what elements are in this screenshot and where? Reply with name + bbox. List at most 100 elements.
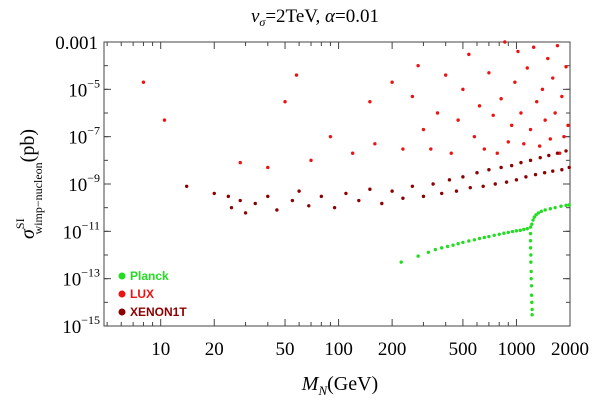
point-xenon1t [243, 211, 248, 215]
point-xenon1t [533, 172, 538, 177]
x-axis-symbol: M [301, 373, 320, 395]
point-lux [522, 142, 526, 146]
point-planck [461, 240, 465, 245]
y-tick-base: 10 [68, 128, 87, 149]
x-tick-label: 500 [449, 339, 478, 360]
x-axis-subscript: N [317, 383, 328, 398]
point-xenon1t [504, 180, 509, 184]
x-tick-label: 1000 [497, 339, 535, 360]
point-lux [443, 73, 448, 77]
point-xenon1t [538, 155, 542, 160]
point-lux [491, 113, 495, 117]
y-tick-exponent: −7 [87, 124, 100, 138]
point-planck [530, 313, 534, 317]
title-alpha-symbol: α [325, 6, 336, 27]
point-planck [451, 243, 455, 247]
point-planck [426, 250, 431, 254]
point-lux [390, 80, 394, 84]
point-xenon1t [297, 189, 301, 193]
legend-label-lux: LUX [130, 287, 154, 301]
point-planck [529, 260, 533, 264]
point-planck [529, 253, 533, 257]
point-lux [294, 73, 299, 77]
point-planck [529, 293, 534, 297]
point-planck [567, 203, 571, 207]
y-tick-label: 10−9 [68, 171, 100, 196]
x-tick-label: 50 [276, 339, 295, 360]
point-planck [522, 227, 526, 232]
point-xenon1t [319, 194, 324, 199]
point-planck [492, 233, 496, 237]
point-planck [532, 215, 537, 219]
legend-label-xenon1t: XENON1T [130, 305, 187, 319]
point-xenon1t [493, 182, 497, 186]
point-xenon1t [509, 163, 514, 168]
y-tick-label: 0.001 [55, 33, 98, 54]
point-xenon1t [468, 185, 472, 190]
x-axis-label: MN(GeV) [301, 373, 378, 398]
point-planck [529, 284, 534, 288]
point-xenon1t [440, 191, 444, 196]
point-lux [506, 140, 511, 144]
point-lux [528, 127, 533, 132]
point-xenon1t [528, 158, 533, 163]
point-planck [433, 247, 438, 252]
point-lux [283, 100, 287, 104]
point-xenon1t [551, 169, 555, 173]
point-planck [487, 234, 491, 239]
point-planck [467, 239, 471, 243]
point-planck [530, 300, 534, 305]
point-lux [555, 43, 560, 48]
point-lux [368, 100, 372, 104]
point-planck [506, 230, 511, 235]
point-planck [548, 207, 553, 211]
y-tick-exponent: −15 [81, 313, 100, 327]
y-axis-unit: (pb) [17, 129, 39, 162]
point-planck [514, 229, 519, 233]
point-lux [546, 56, 550, 61]
point-lux [429, 147, 433, 151]
y-tick-base: 10 [62, 270, 81, 291]
point-lux [162, 118, 167, 122]
point-planck [530, 307, 534, 312]
legend: Planck LUX XENON1T [118, 269, 187, 319]
point-xenon1t [290, 198, 295, 203]
point-lux [421, 127, 426, 132]
point-xenon1t [447, 178, 452, 182]
point-planck [445, 244, 450, 249]
point-lux [531, 45, 536, 49]
y-tick-base: 10 [68, 80, 87, 101]
point-planck [528, 246, 533, 250]
legend-item-xenon1t: XENON1T [118, 305, 187, 319]
point-planck [539, 209, 544, 214]
y-axis-label: σSI wimp−nucleon(pb) [13, 129, 45, 239]
point-lux [456, 118, 460, 122]
x-tick-label: 20 [205, 339, 224, 360]
point-xenon1t [524, 175, 528, 179]
legend-item-planck: Planck [118, 269, 169, 283]
x-tick-label: 10 [151, 339, 170, 360]
point-lux [482, 147, 487, 151]
point-xenon1t [421, 194, 426, 199]
point-lux [560, 94, 564, 99]
x-tick-label: 100 [324, 339, 353, 360]
point-lux [141, 80, 146, 84]
point-xenon1t [212, 191, 216, 196]
point-planck [529, 276, 533, 281]
point-planck [510, 229, 515, 234]
point-lux [562, 134, 566, 139]
point-lux [540, 87, 545, 92]
point-xenon1t [226, 194, 231, 199]
point-lux [513, 80, 517, 84]
point-lux [373, 142, 377, 146]
point-lux [449, 151, 453, 155]
point-xenon1t [454, 189, 459, 193]
y-tick-base: 10 [62, 317, 81, 338]
point-lux [525, 66, 529, 70]
point-xenon1t [184, 184, 189, 188]
point-xenon1t [380, 201, 384, 206]
point-planck [416, 254, 420, 258]
point-xenon1t [275, 208, 279, 212]
point-xenon1t [229, 205, 234, 210]
